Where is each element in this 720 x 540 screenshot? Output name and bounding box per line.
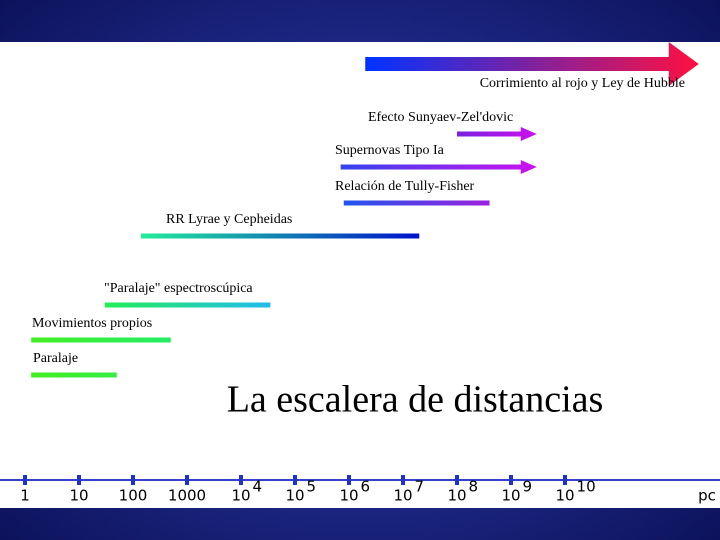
range-label: Movimientos propios bbox=[32, 316, 152, 331]
x-tick-label: 100 bbox=[119, 487, 148, 505]
x-tick-exponent: 6 bbox=[361, 478, 371, 496]
range-label: Efecto Sunyaev-Zel'dovic bbox=[368, 110, 513, 125]
range-label: RR Lyrae y Cepheidas bbox=[166, 212, 292, 227]
range-label: Supernovas Tipo Ia bbox=[335, 143, 445, 158]
x-tick-exponent: 4 bbox=[253, 478, 263, 496]
range-label: Corrimiento al rojo y Ley de Hubble bbox=[480, 76, 685, 91]
x-tick-label: 10 bbox=[231, 487, 250, 505]
range-label: "Paralaje" espectroscúpica bbox=[104, 281, 253, 296]
x-tick-label: 10 bbox=[447, 487, 466, 505]
x-tick-label: 10 bbox=[69, 487, 88, 505]
x-tick-label: 10 bbox=[285, 487, 304, 505]
x-tick-exponent: 5 bbox=[307, 478, 317, 496]
range-arrow bbox=[340, 160, 537, 174]
range-bar bbox=[104, 302, 271, 308]
x-tick-label: 10 bbox=[393, 487, 412, 505]
range-bar bbox=[31, 337, 171, 343]
range-bar bbox=[140, 233, 420, 239]
x-tick-exponent: 10 bbox=[577, 478, 596, 496]
range-bar bbox=[343, 200, 490, 206]
range-arrow bbox=[457, 127, 537, 141]
x-tick-label: 1000 bbox=[168, 487, 206, 505]
range-label: Relación de Tully-Fisher bbox=[335, 179, 475, 194]
range-bar bbox=[31, 372, 117, 378]
range-label: Paralaje bbox=[33, 351, 78, 366]
x-tick-exponent: 8 bbox=[469, 478, 479, 496]
x-unit: pc bbox=[698, 487, 716, 505]
range-arrow bbox=[365, 42, 699, 86]
x-tick-label: 10 bbox=[339, 487, 358, 505]
x-tick-exponent: 7 bbox=[415, 478, 425, 496]
x-tick-label: 10 bbox=[501, 487, 520, 505]
chart-title: La escalera de distancias bbox=[227, 379, 604, 421]
panel bbox=[0, 42, 720, 508]
x-tick-label: 1 bbox=[20, 487, 30, 505]
x-tick-label: 10 bbox=[555, 487, 574, 505]
x-tick-exponent: 9 bbox=[523, 478, 533, 496]
